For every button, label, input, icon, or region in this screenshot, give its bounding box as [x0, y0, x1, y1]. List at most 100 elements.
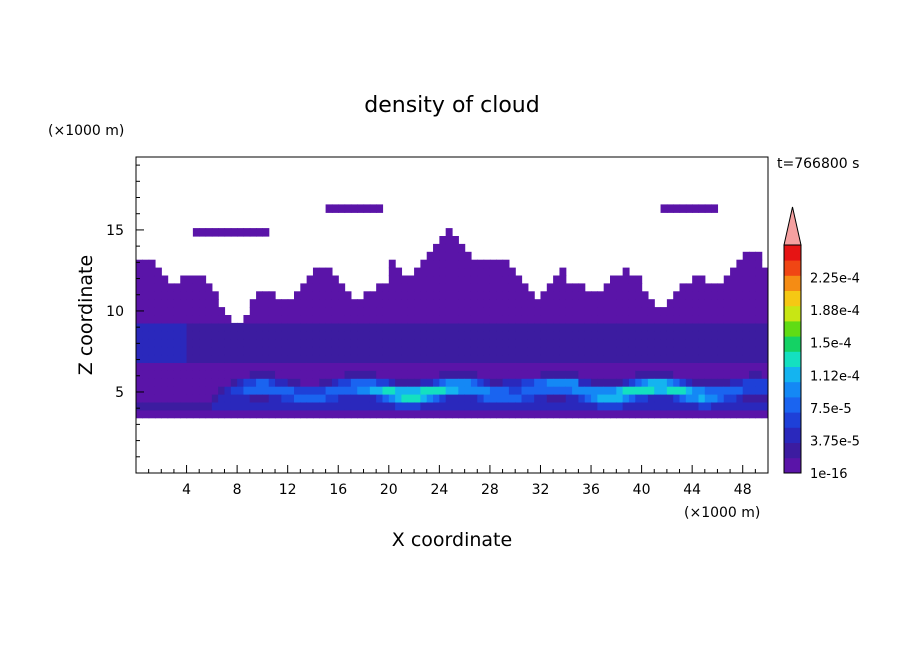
density-cell [167, 291, 175, 300]
density-cell [685, 394, 693, 403]
density-cell [426, 315, 434, 324]
density-cell [540, 315, 548, 324]
density-cell [508, 338, 516, 348]
density-cell [622, 307, 630, 316]
density-cell [723, 275, 731, 284]
density-cell [635, 354, 643, 363]
density-cell [464, 354, 472, 363]
density-cell [641, 362, 649, 371]
density-cell [357, 299, 365, 308]
density-cell [742, 275, 750, 284]
density-cell [698, 322, 706, 332]
density-cell [319, 299, 327, 308]
density-cell [717, 283, 725, 292]
density-cell [483, 370, 491, 379]
colorbar-swatch [784, 397, 801, 413]
density-cell [508, 330, 516, 340]
density-cell [704, 346, 712, 356]
density-cell [521, 354, 529, 363]
x-tick-label: 36 [582, 482, 600, 498]
density-cell [306, 275, 314, 284]
density-cell [306, 370, 314, 379]
density-cell [546, 322, 554, 332]
density-cell [610, 401, 617, 411]
density-cell [749, 330, 756, 340]
density-cell [749, 267, 756, 277]
density-cell [161, 283, 169, 292]
density-cell [553, 322, 561, 332]
density-cell [420, 386, 428, 395]
density-cell [584, 354, 592, 363]
density-cell [395, 362, 403, 371]
density-cell [496, 362, 504, 371]
y-tick-label: 10 [106, 304, 124, 320]
density-cell [628, 394, 636, 403]
density-cell [192, 299, 200, 308]
density-cell [534, 307, 542, 316]
density-cell [439, 283, 447, 292]
density-cell [382, 401, 390, 411]
density-cell [199, 307, 207, 316]
density-cell [711, 330, 719, 340]
density-cell [641, 378, 649, 387]
density-cell [717, 386, 725, 395]
density-cell [761, 330, 768, 340]
density-cell [357, 378, 365, 387]
density-cell [496, 307, 504, 316]
density-cell [420, 307, 428, 316]
density-cell [540, 330, 548, 340]
density-cell [489, 394, 497, 403]
density-cell [527, 330, 535, 340]
density-cell [306, 322, 314, 332]
density-cell [426, 394, 434, 403]
density-cell [281, 338, 289, 348]
density-cell [502, 330, 510, 340]
density-cell [749, 307, 756, 316]
density-cell [142, 267, 150, 277]
density-cell [173, 362, 181, 371]
density-cell [736, 267, 744, 277]
density-cell [679, 386, 687, 395]
density-cell [312, 283, 320, 292]
density-cell [477, 259, 485, 269]
density-cell [401, 291, 409, 300]
density-cell [666, 401, 674, 411]
density-cell [654, 322, 662, 332]
density-cell [325, 275, 333, 284]
density-cell [584, 370, 592, 379]
density-cell [578, 378, 586, 387]
colorbar: 1e-163.75e-57.5e-51.12e-41.5e-41.88e-42.… [783, 206, 860, 482]
density-cell [527, 386, 535, 395]
density-cell [673, 354, 681, 363]
density-cell [136, 378, 143, 387]
density-cell [515, 362, 523, 371]
density-cell [496, 283, 504, 292]
density-cell [755, 386, 763, 395]
density-cell [167, 307, 175, 316]
density-cell [553, 394, 561, 403]
density-cell [546, 299, 554, 308]
density-cell [268, 362, 276, 371]
density-cell [458, 251, 466, 261]
density-cell [527, 354, 535, 363]
density-cell [338, 283, 346, 292]
density-cell [312, 307, 320, 316]
density-cell [180, 386, 188, 395]
density-cell [477, 291, 485, 300]
density-cell [597, 291, 605, 300]
density-cell [477, 299, 485, 308]
density-cell [230, 228, 238, 237]
density-cell [603, 338, 611, 348]
density-cell [445, 267, 453, 277]
density-cell [363, 409, 371, 419]
density-cell [603, 354, 611, 363]
density-cell [319, 346, 327, 356]
density-cell [736, 259, 744, 269]
density-cell [521, 386, 529, 395]
density-cell [186, 338, 194, 348]
density-cell [692, 299, 700, 308]
density-cell [603, 394, 611, 403]
density-cell [521, 346, 529, 356]
density-cell [647, 346, 655, 356]
